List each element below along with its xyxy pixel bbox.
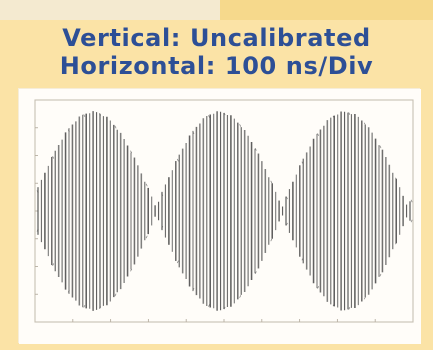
upper-envelope-tick (145, 183, 148, 187)
upper-envelope-tick (67, 129, 70, 133)
lower-envelope-tick (176, 260, 179, 264)
upper-envelope-tick (332, 115, 335, 119)
lower-envelope-tick (332, 303, 335, 307)
lower-envelope-tick (286, 222, 288, 226)
lower-envelope-tick (83, 304, 86, 308)
upper-envelope-tick (208, 115, 210, 118)
am-waveform-trace (36, 111, 413, 311)
upper-envelope-tick (379, 145, 382, 149)
graticule-ticks (35, 127, 376, 322)
lower-envelope-tick (395, 241, 397, 245)
upper-envelope-tick (348, 112, 351, 115)
lower-envelope-tick (99, 306, 101, 309)
lower-envelope-tick (114, 293, 117, 297)
top-color-strip (0, 0, 433, 20)
upper-envelope-tick (410, 199, 413, 203)
lower-envelope-tick (36, 229, 39, 232)
upper-envelope-tick (176, 158, 179, 162)
lower-envelope-tick (239, 295, 242, 298)
lower-envelope-tick (161, 225, 164, 229)
lower-envelope-tick (192, 287, 195, 291)
lower-envelope-tick (410, 219, 413, 223)
top-strip-right (220, 0, 433, 20)
upper-envelope-tick (52, 156, 55, 159)
upper-envelope-tick (395, 177, 397, 181)
upper-envelope-tick (239, 124, 242, 127)
upper-envelope-tick (161, 193, 164, 197)
upper-envelope-tick (114, 125, 117, 129)
lower-envelope-tick (52, 263, 55, 266)
upper-envelope-tick (363, 122, 366, 126)
upper-envelope-tick (192, 131, 195, 135)
lower-envelope-tick (317, 286, 320, 289)
upper-envelope-tick (286, 196, 288, 200)
upper-envelope-tick (83, 114, 86, 118)
lower-envelope-tick (67, 289, 70, 293)
lower-envelope-tick (223, 306, 226, 310)
upper-envelope-tick (130, 150, 133, 154)
vertical-setting-text: Vertical: Uncalibrated (62, 24, 371, 52)
lower-envelope-tick (145, 235, 148, 239)
lower-envelope-tick (363, 296, 366, 300)
oscilloscope-screen (19, 89, 421, 344)
lower-envelope-tick (301, 257, 304, 261)
top-strip-left (0, 0, 220, 20)
lower-envelope-tick (254, 271, 257, 275)
lower-envelope-tick (130, 268, 133, 272)
upper-envelope-tick (317, 133, 320, 136)
upper-envelope-tick (36, 190, 39, 193)
scope-settings-caption: Vertical: Uncalibrated Horizontal: 100 n… (0, 24, 433, 80)
upper-envelope-tick (301, 161, 304, 165)
oscilloscope-display (18, 88, 421, 344)
upper-envelope-tick (223, 112, 226, 116)
upper-envelope-tick (270, 180, 273, 184)
upper-envelope-tick (99, 113, 101, 116)
lower-envelope-tick (348, 307, 351, 310)
upper-envelope-tick (254, 147, 257, 151)
lower-envelope-tick (270, 238, 273, 242)
horizontal-setting-text: Horizontal: 100 ns/Div (59, 52, 374, 80)
lower-envelope-tick (379, 273, 382, 277)
lower-envelope-tick (208, 304, 210, 307)
